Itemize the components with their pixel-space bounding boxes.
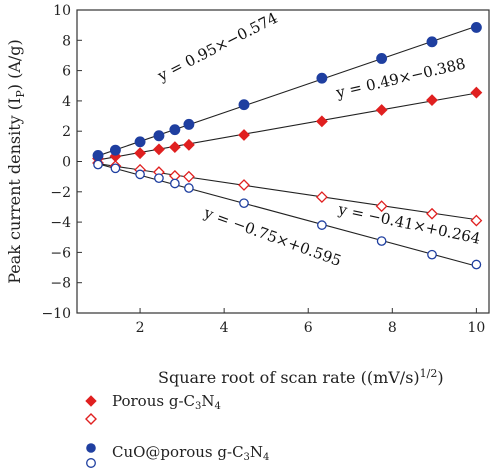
data-point-porous-open	[426, 207, 438, 220]
data-point-cuo-open	[427, 249, 437, 260]
data-point-porous-open	[182, 170, 195, 183]
y-tick-label: 6	[62, 64, 71, 80]
fit-equation-label: y = 0.49×−0.388	[334, 55, 468, 102]
data-point-porous-filled	[315, 115, 328, 128]
legend-open-circle-icon	[86, 458, 96, 468]
x-tick-label: 8	[388, 320, 397, 336]
data-point-cuo-open	[170, 178, 180, 189]
data-point-cuo-open	[317, 220, 327, 230]
data-point-porous-open	[238, 179, 250, 191]
y-tick-label: −2	[50, 185, 71, 201]
y-tick-label: −10	[41, 306, 71, 322]
legend-filled-diamond-icon	[85, 395, 97, 407]
y-tick-label: −8	[50, 276, 71, 292]
data-point-porous-filled	[238, 129, 250, 141]
legend-item-cuo-porous: CuO@porous g-C3N4	[112, 443, 270, 463]
fit-equation-label: y = −0.75×+0.595	[201, 203, 344, 270]
data-point-cuo-filled	[316, 72, 328, 84]
data-point-cuo-filled	[238, 99, 250, 111]
data-point-porous-filled	[168, 141, 181, 154]
x-tick-label: 6	[304, 320, 313, 336]
legend-symbols	[85, 395, 97, 468]
x-tick-label: 2	[136, 320, 145, 336]
y-tick-label: 10	[53, 3, 71, 19]
data-point-porous-filled	[470, 86, 483, 99]
legend-filled-circle-icon	[86, 443, 96, 453]
data-point-cuo-open	[93, 159, 103, 170]
data-point-porous-open	[470, 214, 483, 227]
data-point-porous-filled	[134, 147, 146, 160]
data-point-cuo-open	[239, 198, 249, 209]
data-point-porous-filled	[375, 104, 388, 116]
legend-item-porous: Porous g-C3N4	[112, 392, 221, 412]
data-point-cuo-open	[184, 183, 194, 193]
x-axis-title: Square root of scan rate ((mV/s)1/2)	[158, 367, 444, 387]
y-tick-label: −6	[50, 245, 71, 261]
data-point-cuo-filled	[92, 149, 104, 161]
data-point-cuo-filled	[169, 124, 181, 136]
y-axis-title: Peak current density (IP) (A/g)	[5, 39, 27, 284]
data-point-cuo-filled	[153, 130, 165, 142]
fit-equation-label: y = 0.95×−0.574	[154, 9, 281, 85]
data-point-cuo-filled	[134, 136, 146, 148]
data-point-cuo-open	[135, 169, 145, 180]
data-point-porous-filled	[426, 94, 438, 107]
fit-equation-label: y = −0.41×+0.264	[336, 200, 482, 248]
legend-open-diamond-icon	[85, 413, 97, 425]
x-tick-label: 4	[220, 320, 229, 336]
plot-frame	[76, 9, 490, 314]
y-tick-label: 0	[62, 155, 71, 171]
data-point-cuo-filled	[109, 144, 121, 156]
data-point-porous-filled	[182, 138, 195, 151]
data-point-cuo-open	[376, 236, 387, 246]
data-point-cuo-open	[471, 259, 482, 270]
data-point-cuo-filled	[426, 36, 438, 48]
data-point-cuo-filled	[470, 21, 482, 33]
data-point-cuo-filled	[376, 53, 388, 64]
data-point-porous-filled	[153, 143, 165, 156]
x-tick-label: 10	[467, 320, 485, 336]
data-point-cuo-filled	[183, 118, 195, 130]
y-tick-label: 4	[62, 94, 71, 110]
y-tick-label: −4	[50, 215, 71, 231]
y-tick-label: 8	[62, 33, 71, 49]
data-point-cuo-open	[110, 163, 121, 174]
data-point-porous-open	[315, 191, 328, 204]
data-point-porous-open	[375, 200, 388, 213]
data-point-cuo-open	[154, 173, 164, 184]
y-tick-label: 2	[62, 124, 71, 140]
